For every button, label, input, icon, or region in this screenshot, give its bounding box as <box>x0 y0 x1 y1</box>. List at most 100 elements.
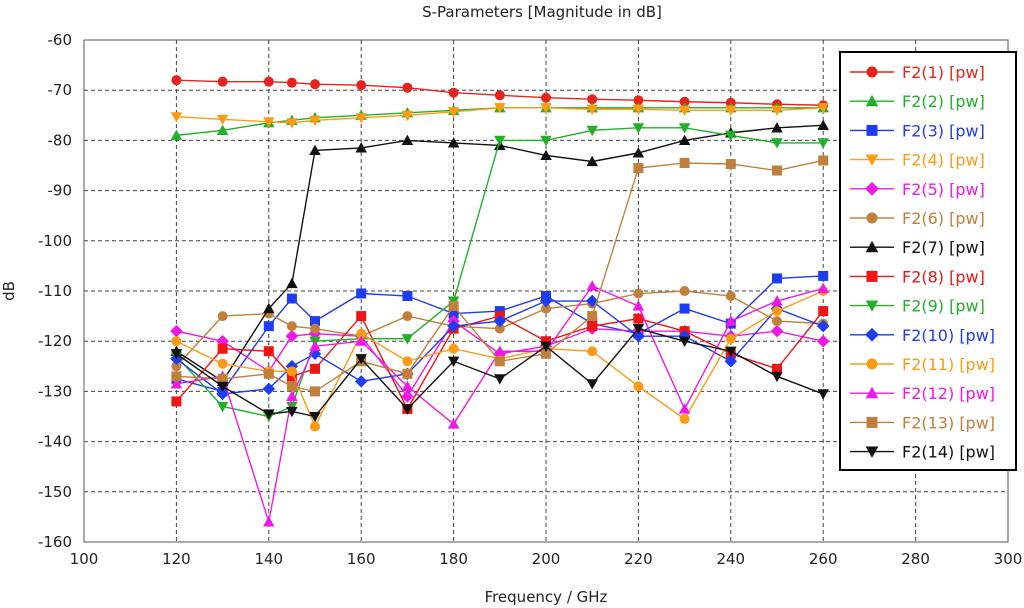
data-point <box>286 390 298 402</box>
x-axis-ticks: 100 120 140 160 180 200 220 240 260 280 300 <box>70 550 1023 568</box>
x-tick-label: 160 <box>347 550 376 568</box>
data-point <box>263 516 275 527</box>
legend-entry-5: F2(5) [pw] <box>850 180 985 199</box>
y-axis-ticks: -60 -70 -80 -90 -100 -110 -120 -130 -140 -150 -160 <box>38 31 72 551</box>
data-point <box>817 119 829 130</box>
series-line <box>176 275 824 393</box>
x-tick-label: 280 <box>901 550 930 568</box>
data-point <box>286 406 298 418</box>
data-point <box>171 361 182 372</box>
data-point <box>401 404 414 415</box>
data-point <box>633 95 644 106</box>
data-point <box>356 328 367 339</box>
data-point <box>262 382 276 396</box>
legend-label: F2(3) [pw] <box>902 121 985 140</box>
data-point <box>401 380 414 391</box>
data-point <box>216 124 229 135</box>
data-point <box>679 96 690 107</box>
data-point <box>356 311 367 322</box>
legend-label: F2(13) [pw] <box>902 413 995 432</box>
data-point <box>355 142 367 153</box>
data-point <box>816 334 830 348</box>
data-point <box>170 112 183 123</box>
legend-label: F2(5) [pw] <box>902 180 985 199</box>
data-point <box>286 381 297 392</box>
y-tick-label: -140 <box>38 433 72 451</box>
data-point <box>772 363 782 374</box>
data-point <box>771 371 783 383</box>
data-point <box>401 134 414 145</box>
data-point <box>494 374 506 385</box>
data-point <box>494 345 506 356</box>
data-point <box>171 75 182 86</box>
data-point <box>286 321 297 332</box>
data-point <box>310 323 320 334</box>
data-point <box>586 280 598 291</box>
data-point <box>286 118 298 129</box>
y-tick-label: -80 <box>48 131 73 149</box>
data-point <box>725 158 736 169</box>
legend-entry-13: F2(13) [pw] <box>850 413 995 432</box>
data-point <box>285 329 299 343</box>
data-point <box>216 114 229 126</box>
legend-marker <box>865 386 879 399</box>
data-point <box>356 80 367 91</box>
data-point <box>772 273 782 284</box>
data-point <box>217 76 228 87</box>
data-point <box>587 346 598 357</box>
data-point <box>356 288 367 299</box>
data-point <box>494 135 506 147</box>
data-point <box>540 135 552 147</box>
data-point <box>724 355 738 368</box>
series-line <box>175 310 824 411</box>
data-point <box>541 92 551 103</box>
data-point <box>217 358 228 369</box>
data-point <box>632 300 645 311</box>
data-point <box>310 79 320 90</box>
series-6 <box>171 286 829 372</box>
data-point <box>772 316 782 327</box>
y-tick-label: -110 <box>38 282 72 300</box>
x-axis-label: Frequency / GHz <box>485 588 608 606</box>
y-tick-label: -100 <box>38 232 72 250</box>
y-tick-label: -70 <box>48 81 73 99</box>
data-point <box>632 123 645 134</box>
data-point <box>771 138 783 149</box>
data-point <box>586 155 598 167</box>
y-tick-label: -130 <box>38 382 72 400</box>
data-point <box>401 334 414 345</box>
legend-label: F2(14) [pw] <box>902 443 995 462</box>
legend-entry-3: F2(3) [pw] <box>850 121 985 140</box>
data-point <box>725 346 737 357</box>
data-point <box>170 129 183 140</box>
data-point <box>587 94 598 105</box>
data-point <box>772 165 782 176</box>
legend-label: F2(4) [pw] <box>902 151 985 170</box>
y-tick-label: -120 <box>38 332 72 350</box>
data-point <box>263 302 275 314</box>
legend-entry-11: F2(11) [pw] <box>850 355 995 374</box>
data-point <box>818 155 829 166</box>
series-4 <box>170 103 829 129</box>
data-point <box>402 291 413 302</box>
x-tick-label: 200 <box>532 550 561 568</box>
data-point <box>309 411 321 423</box>
data-point <box>217 373 228 384</box>
x-tick-label: 140 <box>254 550 283 568</box>
data-point <box>772 306 782 317</box>
data-point <box>447 319 460 333</box>
data-point <box>540 341 552 352</box>
data-point <box>286 77 297 88</box>
legend-marker <box>866 212 878 224</box>
data-point <box>493 314 507 328</box>
legend-label: F2(6) [pw] <box>902 209 985 228</box>
data-point <box>263 409 275 420</box>
data-point <box>170 349 183 360</box>
data-point <box>263 321 274 332</box>
data-point <box>354 375 368 388</box>
data-point <box>539 294 553 308</box>
legend: F2(1) [pw] F2(2) [pw] F2(3) [pw] F2(4) [pw]… <box>839 51 1017 471</box>
data-point <box>402 311 413 322</box>
data-point <box>216 401 229 413</box>
